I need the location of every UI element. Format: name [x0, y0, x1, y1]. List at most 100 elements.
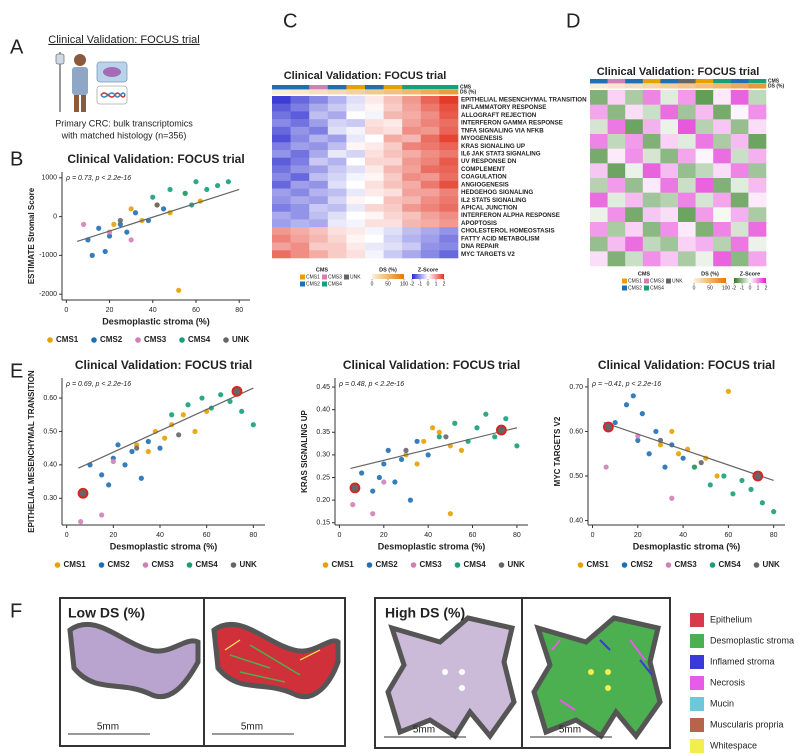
point — [145, 448, 151, 455]
heatmap-cell — [290, 188, 310, 197]
heatmap-cell — [590, 178, 608, 193]
heatmap-cell — [402, 111, 422, 120]
legend-label: CMS4 — [188, 335, 211, 344]
trend-line — [78, 387, 254, 469]
point — [218, 392, 224, 398]
heatmap-cell — [590, 251, 608, 267]
annotation: ρ = 0.73, p < 2.2e-16 — [65, 175, 131, 182]
row-label: TNFA SIGNALING VIA NFKB — [461, 127, 544, 134]
heatmap-cell — [730, 104, 749, 120]
row-label: KRAS SIGNALING UP — [461, 143, 525, 150]
legend-label: CMS1 — [628, 278, 642, 284]
annotation-label: DS (%) — [460, 89, 476, 95]
heatmap-cell — [309, 188, 329, 197]
heatmap-cell — [272, 242, 291, 251]
color-bar-tick-label: 100 — [722, 285, 731, 291]
heatmap-cell — [439, 234, 459, 243]
point — [458, 447, 465, 453]
heatmap-cell — [625, 207, 644, 223]
heatmap-cell — [439, 211, 459, 220]
chart-title: Clinical Validation: FOCUS trial — [597, 66, 760, 78]
heatmap-cell — [678, 90, 696, 105]
annotation: ρ = 0.48, p < 2.2e-16 — [338, 381, 404, 388]
heatmap-cell — [748, 192, 767, 208]
heatmap-cell — [346, 242, 366, 251]
y-axis-label: MYC TARGETS V2 — [553, 416, 562, 486]
annotation: ρ = −0.41, p < 2.2e-16 — [591, 381, 661, 388]
point — [483, 411, 489, 417]
cms-annotation — [402, 85, 422, 90]
heatmap-cell — [346, 173, 366, 182]
heatmap-cell — [590, 192, 608, 208]
heatmap-cell — [590, 134, 608, 149]
x-axis-label: Desmoplastic stroma (%) — [102, 316, 210, 326]
heatmap-cell — [290, 119, 310, 128]
legend-title: DS (%) — [379, 267, 397, 273]
heatmap-cell — [439, 173, 459, 182]
heatmap-cell — [439, 188, 459, 197]
y-tick-label: 0.40 — [43, 462, 57, 469]
ds-annotation — [272, 90, 291, 95]
legend-marker — [47, 337, 53, 343]
color-bar-tick-label: 0 — [693, 285, 696, 291]
point — [721, 473, 727, 479]
heatmap-cell — [365, 150, 384, 159]
heatmap-cell — [695, 90, 714, 105]
legend-marker — [454, 562, 461, 568]
heatmap-cell — [383, 96, 403, 105]
heatmap-cell — [748, 163, 767, 179]
heatmap-cell — [678, 163, 696, 179]
heatmap-cell — [642, 178, 661, 193]
heatmap-cell — [346, 126, 366, 135]
heatmap-cell — [590, 163, 608, 179]
cms-annotation — [420, 85, 440, 90]
annotation-label: CMS — [460, 84, 472, 90]
y-tick-label: 0.20 — [316, 497, 330, 504]
color-bar-tick-label: -2 — [732, 285, 737, 291]
row-label: IL6 JAK STAT3 SIGNALING — [461, 150, 541, 157]
heatmap-cell — [607, 134, 626, 149]
ds-annotation — [309, 90, 329, 95]
heatmap-cell — [420, 219, 440, 228]
heatmap-cell — [365, 196, 384, 205]
point — [653, 428, 659, 435]
ds-annotation — [695, 84, 714, 89]
heatmap-cell — [327, 204, 347, 213]
legend-swatch — [666, 278, 671, 284]
heatmap-cell — [678, 222, 696, 237]
panel-a-title: Clinical Validation: FOCUS trial — [48, 34, 199, 46]
heatmap-cell — [625, 251, 644, 267]
patient-icon — [55, 52, 128, 112]
heatmap-cell — [327, 211, 347, 220]
heatmap-cell — [607, 207, 626, 223]
point — [474, 425, 480, 431]
point — [227, 398, 233, 404]
point — [106, 233, 113, 239]
legend-marker — [223, 337, 229, 343]
point — [78, 519, 84, 525]
point — [639, 411, 645, 417]
heatmap-cell — [290, 165, 310, 174]
heatmap-cell — [420, 134, 440, 143]
row-label: INFLAMMATORY RESPONSE — [461, 104, 546, 111]
heatmap-cell — [402, 126, 422, 135]
heatmap-cell — [402, 119, 422, 128]
heatmap-cell — [730, 90, 749, 105]
heatmap-cell — [327, 196, 347, 205]
heatmap-cell — [346, 96, 366, 105]
heatmap-cell — [402, 211, 422, 220]
tissue-swatch — [690, 718, 704, 732]
scale-label: 5mm — [559, 725, 581, 736]
heatmap-cell — [272, 250, 291, 259]
heatmap-cell — [660, 178, 679, 193]
y-tick-label: 0.40 — [316, 407, 330, 414]
heatmap-cell — [642, 222, 661, 237]
heatmap-cell — [713, 104, 732, 120]
heatmap-cell — [625, 104, 644, 120]
legend-marker — [98, 562, 105, 568]
point — [359, 470, 365, 476]
heatmap-cell — [420, 96, 440, 105]
y-tick-label: 0.70 — [569, 384, 583, 391]
point — [81, 221, 87, 227]
row-label: ALLOGRAFT REJECTION — [461, 112, 537, 119]
